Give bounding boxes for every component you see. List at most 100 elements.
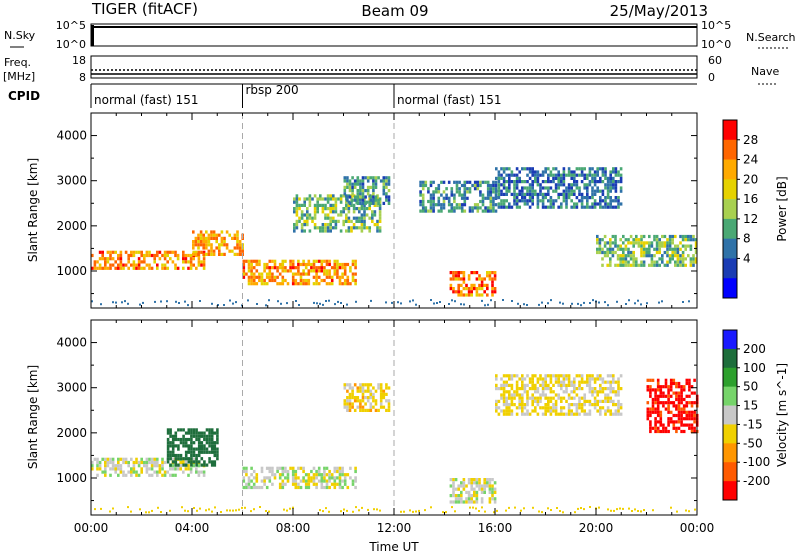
data-cell [609, 257, 612, 261]
data-cell [171, 460, 175, 464]
data-cell [457, 277, 460, 281]
data-cell [534, 176, 537, 180]
data-cell [447, 180, 451, 184]
data-cell [302, 469, 305, 474]
data-cell [637, 241, 641, 245]
data-cell [190, 463, 193, 467]
data-cell [675, 413, 678, 418]
data-cell [502, 380, 506, 384]
data-cell [492, 206, 495, 210]
data-cell [493, 487, 497, 491]
data-cell [158, 464, 162, 468]
data-cell [627, 241, 630, 245]
data-cell [195, 470, 198, 474]
data-cell [177, 463, 180, 467]
data-cell [544, 180, 547, 184]
data-cell [547, 173, 550, 177]
data-cell [286, 476, 290, 480]
data-cell [453, 206, 456, 210]
data-cell [385, 383, 388, 387]
data-cell [130, 263, 133, 267]
data-cell [145, 464, 149, 468]
data-cell [664, 429, 668, 434]
data-cell [502, 390, 506, 394]
data-cell [521, 186, 524, 190]
data-cell [681, 254, 685, 258]
data-cell [624, 238, 628, 242]
data-cell [467, 494, 471, 498]
data-cell [606, 406, 610, 410]
data-cell [583, 205, 586, 209]
data-cell [549, 380, 553, 384]
data-cell [452, 484, 455, 488]
data-cell [549, 406, 553, 410]
data-cell [502, 180, 506, 184]
data-cell [635, 263, 638, 267]
data-cell [470, 290, 473, 294]
data-cell [179, 428, 183, 432]
data-cell [460, 481, 463, 485]
data-cell [354, 466, 357, 470]
data-cell [316, 203, 319, 207]
noise-cell [142, 301, 144, 304]
data-cell [458, 190, 461, 194]
data-cell [369, 198, 373, 202]
data-cell [225, 246, 229, 250]
data-cell [372, 182, 375, 186]
data-cell [171, 473, 175, 477]
data-cell [583, 183, 586, 187]
data-cell [324, 223, 327, 227]
data-cell [202, 250, 206, 254]
data-cell [442, 190, 446, 194]
data-cell [429, 203, 433, 207]
noise-cell [508, 506, 510, 509]
data-cell [104, 470, 107, 474]
data-cell [208, 428, 211, 432]
noise-cell [226, 509, 228, 512]
data-cell [307, 278, 311, 283]
data-cell [554, 199, 558, 203]
noise-cell [211, 510, 213, 513]
power-colorbar-swatch [723, 199, 737, 220]
data-cell [334, 197, 338, 201]
data-cell [372, 185, 375, 189]
noise-cell [559, 301, 561, 304]
noise-cell [235, 301, 237, 304]
data-cell [450, 193, 454, 197]
data-cell [119, 467, 123, 471]
velocity-colorbar-tick: -15 [743, 417, 763, 431]
data-cell [429, 180, 433, 184]
data-cell [674, 254, 677, 258]
data-cell [599, 189, 602, 193]
data-cell [604, 202, 607, 206]
data-cell [223, 243, 226, 247]
data-cell [207, 252, 211, 256]
data-cell [297, 485, 300, 490]
data-cell [672, 420, 676, 424]
data-cell [130, 467, 133, 471]
data-cell [349, 282, 352, 286]
data-cell [187, 444, 191, 448]
data-cell [671, 241, 674, 245]
data-cell [624, 257, 628, 261]
data-cell [650, 241, 654, 245]
data-cell [475, 494, 479, 498]
data-cell [612, 167, 615, 171]
data-cell [515, 176, 519, 180]
data-cell [682, 429, 686, 434]
data-cell [612, 380, 615, 384]
data-cell [567, 409, 571, 413]
data-cell [174, 467, 177, 471]
data-cell [361, 195, 365, 199]
data-cell [104, 464, 107, 468]
data-cell [596, 377, 599, 381]
data-cell [323, 272, 326, 276]
data-cell [238, 252, 242, 256]
data-cell [281, 466, 285, 470]
data-cell [106, 464, 110, 468]
data-cell [575, 205, 579, 209]
data-cell [567, 377, 571, 381]
data-cell [666, 260, 669, 264]
data-cell [675, 426, 678, 430]
data-cell [617, 409, 620, 413]
